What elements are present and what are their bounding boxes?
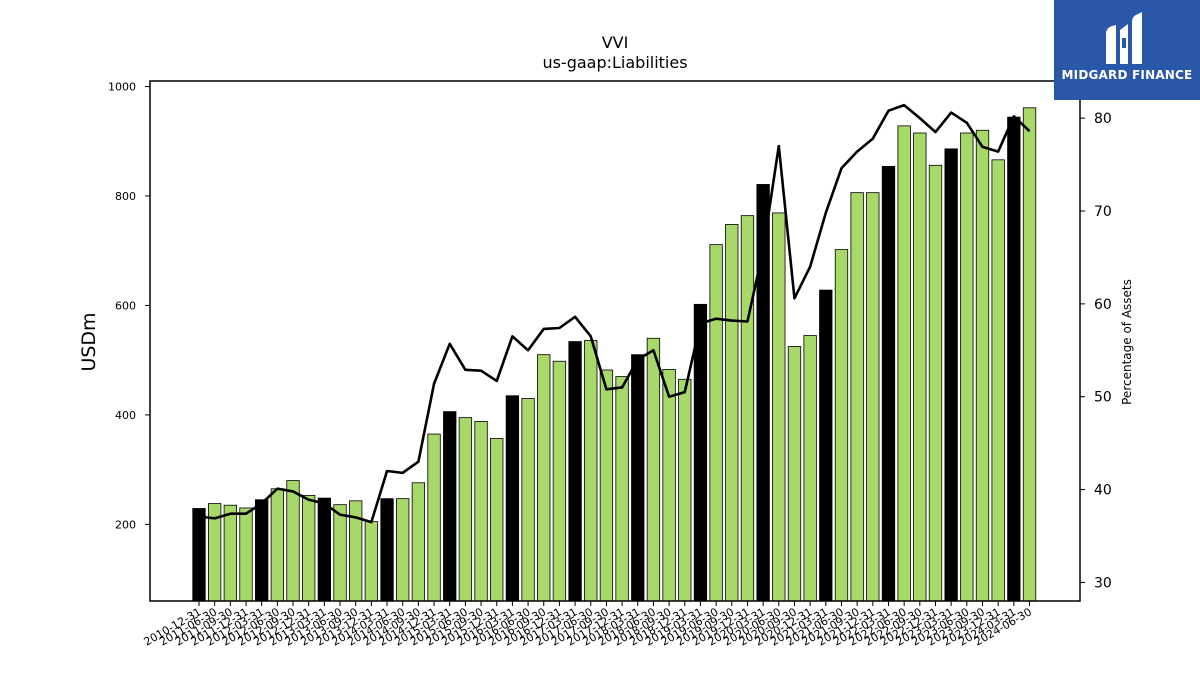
y-tick-label-400: 400 — [115, 409, 136, 422]
bar-2011-12-31 — [255, 499, 269, 602]
bar-2012-09-30 — [302, 494, 316, 602]
bar-2012-12-31 — [317, 497, 332, 602]
bar-2023-12-31 — [1007, 116, 1021, 602]
y2-tick-label-30: 30 — [1094, 575, 1112, 591]
bar-2012-06-30 — [286, 480, 300, 602]
bar-2019-06-30 — [725, 224, 739, 602]
y2-tick-label-60: 60 — [1094, 297, 1112, 313]
bar-2021-12-31 — [881, 165, 896, 602]
y2-axis-label: Percentage of Assets — [1120, 279, 1134, 405]
bar-2017-06-30 — [599, 369, 614, 602]
bar-2020-03-31 — [772, 212, 786, 602]
y-axis-ticks: 200 400 600 800 1000 — [108, 80, 150, 531]
y-tick-label-600: 600 — [115, 299, 136, 312]
bar-2014-06-30 — [411, 482, 426, 602]
bar-2016-06-30 — [537, 354, 551, 602]
bar-2011-06-30 — [223, 504, 237, 602]
bar-2017-03-31 — [584, 340, 598, 602]
y-axis-label: USDm — [78, 312, 100, 371]
chart-title: VVI — [602, 33, 629, 52]
x-axis-ticks: 2010-12-312011-06-302011-09-302011-12-31… — [142, 601, 1034, 649]
y-tick-label-800: 800 — [115, 190, 136, 203]
bar-2014-09-30 — [427, 433, 441, 602]
bar-2011-09-30 — [239, 507, 253, 602]
bar-2020-09-30 — [803, 335, 817, 602]
brand-name: MIDGARD FINANCE — [1061, 68, 1193, 82]
bar-2021-09-30 — [866, 192, 880, 602]
bar-2012-03-31 — [270, 488, 285, 602]
y2-tick-label-80: 80 — [1094, 111, 1112, 127]
bar-2015-12-31 — [505, 395, 520, 602]
bar-2022-06-30 — [913, 132, 927, 602]
bar-2023-06-30 — [975, 129, 990, 602]
bar-2015-03-31 — [458, 417, 473, 602]
bar-2020-12-31 — [819, 289, 833, 602]
bar-2018-12-31 — [693, 303, 708, 602]
y-tick-label-1000: 1000 — [108, 80, 136, 93]
bar-2014-03-31 — [396, 498, 410, 602]
bar-2019-09-30 — [740, 215, 755, 602]
bar-2013-03-31 — [333, 504, 347, 602]
bars-group — [192, 107, 1037, 602]
y2-tick-label-70: 70 — [1094, 204, 1112, 220]
bar-2013-09-30 — [364, 521, 379, 602]
bar-2018-03-31 — [646, 337, 661, 602]
bar-2017-09-30 — [615, 376, 629, 602]
bar-2016-09-30 — [552, 360, 567, 602]
bar-2015-06-30 — [474, 421, 488, 602]
bar-2010-12-31 — [192, 508, 206, 602]
bar-2019-03-31 — [709, 244, 723, 602]
bar-2022-09-30 — [928, 164, 943, 602]
y2-axis-ticks: 30 40 50 60 70 80 — [1080, 111, 1112, 591]
bar-2021-06-30 — [850, 192, 864, 602]
line-group — [198, 103, 1031, 524]
y2-tick-label-40: 40 — [1094, 483, 1112, 499]
midgard-logo-icon — [1106, 12, 1142, 64]
bar-2021-03-31 — [834, 249, 849, 602]
bar-2020-06-30 — [787, 346, 802, 602]
bar-2016-12-31 — [568, 341, 582, 602]
line-percentage-of-assets — [198, 103, 1031, 524]
bar-2023-03-31 — [960, 132, 974, 602]
plot-frame — [149, 80, 1081, 602]
bar-2023-09-30 — [991, 159, 1005, 602]
bar-2015-09-30 — [490, 438, 504, 602]
bar-2013-12-31 — [380, 498, 394, 602]
bar-2018-06-30 — [662, 369, 676, 602]
bar-2022-03-31 — [897, 125, 911, 602]
chart-subtitle: us-gaap:Liabilities — [542, 53, 687, 72]
y2-tick-label-50: 50 — [1094, 390, 1112, 406]
bar-2022-12-31 — [944, 148, 958, 602]
bar-2014-12-31 — [443, 411, 457, 602]
bar-2018-09-30 — [678, 378, 692, 602]
bar-2024-03-31 — [1022, 107, 1037, 602]
bar-2016-03-31 — [521, 398, 535, 602]
bar-2017-12-31 — [631, 354, 645, 602]
y-tick-label-200: 200 — [115, 518, 136, 531]
brand-logo: MIDGARD FINANCE — [1054, 0, 1200, 100]
